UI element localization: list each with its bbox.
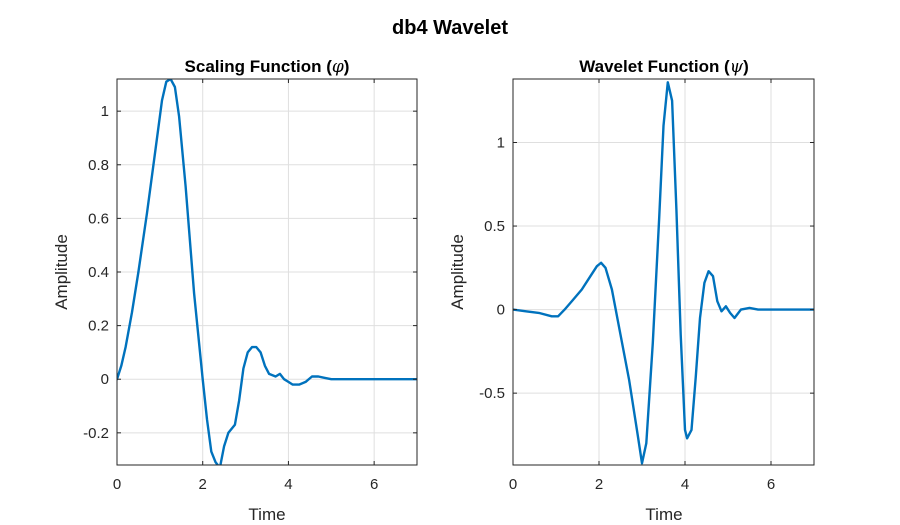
scaling-title-suffix: )	[344, 57, 350, 76]
scaling-function-title: Scaling Function (φ)	[185, 57, 350, 77]
phi-symbol: φ	[332, 57, 344, 77]
wavelet-ticks: 0 2 4 6 -0.5 0 0.5 1	[479, 79, 814, 493]
wavelet-ytick-label: 0.5	[484, 218, 505, 235]
wavelet-xtick-label: 2	[595, 476, 603, 493]
scaling-ytick-label: 0.8	[88, 157, 109, 174]
figure-title: db4 Wavelet	[392, 17, 508, 39]
wavelet-function-axes: Wavelet Function (ψ) 0 2 4 6-0.500.51 Time …	[448, 57, 815, 524]
scaling-xtick-label: 4	[284, 476, 292, 493]
wavelet-ytick-label: -0.5	[479, 385, 505, 402]
wavelet-plot-area	[513, 81, 814, 465]
scaling-ytick-label: 0.2	[88, 318, 109, 335]
scaling-grid	[116, 79, 417, 465]
wavelet-function-title: Wavelet Function (ψ)	[579, 57, 749, 77]
scaling-ylabel: Amplitude	[52, 234, 71, 310]
scaling-ticks: 0 2 4 6 -0.2 0 0.2 0.4 0.6 0.8 1	[83, 79, 417, 493]
wavelet-xtick-label: 0	[509, 476, 517, 493]
psi-symbol: ψ	[730, 57, 744, 77]
scaling-xtick-label: 6	[370, 476, 378, 493]
wavelet-title-prefix: Wavelet Function (	[579, 57, 730, 76]
wavelet-ylabel: Amplitude	[448, 234, 467, 310]
scaling-ytick-label: -0.2	[83, 425, 109, 442]
scaling-title-prefix: Scaling Function (	[185, 57, 333, 76]
scaling-xlabel: Time	[248, 505, 285, 524]
wavelet-series-line	[513, 81, 814, 465]
scaling-ytick-label: 0.6	[88, 210, 109, 227]
wavelet-ytick-label: 1	[497, 134, 505, 151]
scaling-ytick-label: 0	[101, 371, 109, 388]
scaling-ytick-label: 0.4	[88, 264, 109, 281]
scaling-ytick-label: 1	[101, 103, 109, 120]
wavelet-title-suffix: )	[743, 57, 749, 76]
wavelet-xlabel: Time	[645, 505, 682, 524]
scaling-function-axes: Scaling Function (φ) 0 2 4 6-0.200.20.40.60…	[52, 57, 418, 524]
wavelet-ytick-label: 0	[497, 302, 505, 319]
scaling-plot-area	[117, 79, 417, 465]
wavelet-xtick-label: 6	[767, 476, 775, 493]
scaling-xtick-label: 0	[113, 476, 121, 493]
scaling-series-line	[117, 79, 417, 465]
wavelet-axes-box	[512, 78, 815, 466]
scaling-xtick-label: 2	[199, 476, 207, 493]
wavelet-xtick-label: 4	[681, 476, 689, 493]
